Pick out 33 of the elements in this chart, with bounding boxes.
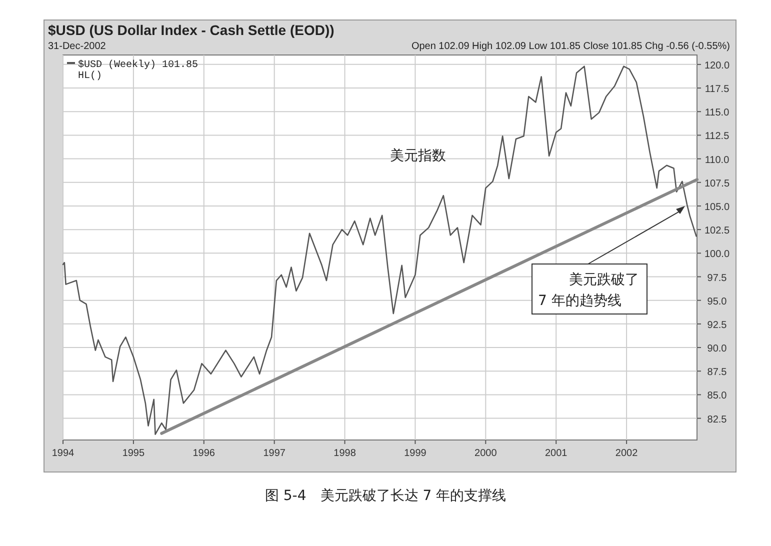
y-tick-label: 110.0 (704, 154, 730, 166)
y-tick-label: 102.5 (704, 226, 730, 237)
x-tick-label: 1994 (52, 448, 75, 459)
y-tick-label: 107.5 (704, 178, 730, 190)
y-tick-label: 85.0 (707, 390, 728, 402)
x-tick-label: 1995 (122, 448, 146, 459)
chart-title: $USD (US Dollar Index - Cash Settle (EOD)) (48, 22, 334, 38)
annotation: 美元指数 (390, 148, 446, 164)
x-tick-label: 1998 (334, 448, 356, 459)
y-tick-label: 82.5 (707, 414, 728, 426)
y-tick-label: 120.0 (704, 60, 730, 72)
caption: 图 5-4 美元跌破了长达 7 年的支撑线 (264, 488, 506, 504)
y-tick-label: 112.5 (704, 131, 730, 142)
legend-label: $USD (Weekly) 101.85 (78, 59, 198, 71)
y-tick-label: 115.0 (704, 108, 730, 119)
y-tick-label: 105.0 (704, 202, 730, 213)
y-tick-label: 92.5 (707, 320, 728, 331)
y-tick-label: 90.0 (707, 344, 728, 355)
x-tick-label: 1999 (404, 448, 427, 459)
y-tick-label: 117.5 (704, 84, 730, 96)
y-tick-label: 100.0 (704, 249, 730, 260)
annotation: HL() (78, 70, 102, 82)
y-tick-label: 87.5 (707, 367, 728, 378)
x-tick-label: 2002 (615, 448, 638, 459)
annotation: 美元跌破了 7 年的趋势线 (538, 272, 639, 309)
y-tick-label: 95.0 (707, 296, 728, 308)
chart-subtitle: 31-Dec-2002 (48, 41, 106, 52)
y-tick-label: 97.5 (707, 272, 728, 284)
x-tick-label: 2000 (474, 448, 498, 459)
x-tick-label: 1996 (192, 448, 216, 459)
x-tick-label: 2001 (544, 448, 568, 459)
text: Open 102.09 High 102.09 Low 101.85 Close 101.85 Chg -0.56 (-0.55%) (411, 41, 730, 52)
x-tick-label: 1997 (263, 448, 286, 459)
